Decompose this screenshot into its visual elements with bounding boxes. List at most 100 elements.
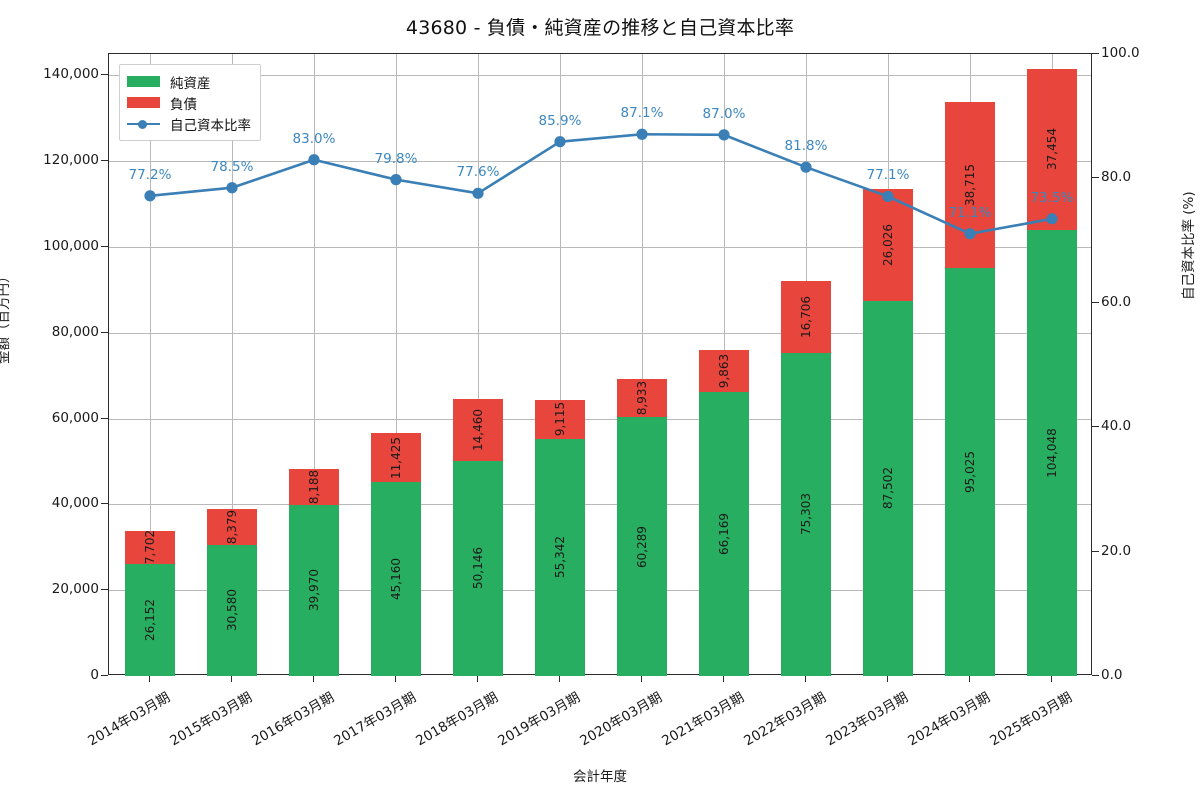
- x-axis-tick-mark: [477, 675, 478, 682]
- bar-segment-net-assets[interactable]: 26,152: [124, 563, 176, 676]
- bar-segment-net-assets[interactable]: 104,048: [1026, 229, 1078, 676]
- legend-line-marker-icon: [127, 118, 160, 129]
- bar-segment-net-assets[interactable]: 75,303: [780, 352, 832, 676]
- bar-segment-liabilities[interactable]: 26,026: [862, 189, 914, 301]
- bar-segment-liabilities[interactable]: 38,715: [944, 102, 996, 269]
- bar-segment-liabilities[interactable]: 16,706: [780, 281, 832, 353]
- legend-label-net-assets: 純資産: [170, 75, 211, 92]
- y-axis-right-tick-mark: [1092, 177, 1099, 179]
- bar-value-label: 14,460: [470, 408, 485, 451]
- y-axis-right-tick-mark: [1092, 301, 1099, 303]
- bar-value-label: 26,026: [880, 223, 895, 266]
- bar-value-label: 55,342: [552, 536, 567, 579]
- y-axis-left-tick-label: 80,000: [51, 323, 99, 340]
- y-axis-right-tick-mark: [1092, 675, 1099, 676]
- gridline-vertical: [560, 54, 561, 674]
- bar-value-label: 95,025: [962, 451, 977, 494]
- bar-segment-net-assets[interactable]: 66,169: [698, 392, 750, 676]
- gridline-vertical: [396, 54, 397, 674]
- chart-legend[interactable]: 純資産 負債 自己資本比率: [119, 64, 261, 141]
- ratio-data-label: 77.2%: [128, 166, 172, 183]
- legend-label-equity-ratio: 自己資本比率: [170, 117, 251, 134]
- bar-segment-net-assets[interactable]: 95,025: [944, 268, 996, 676]
- bar-segment-net-assets[interactable]: 87,502: [862, 300, 914, 676]
- y-axis-right-tick-mark: [1092, 550, 1099, 552]
- gridline-horizontal: [109, 418, 1091, 420]
- gridline-vertical: [150, 54, 151, 674]
- bar-value-label: 104,048: [1044, 428, 1059, 478]
- bar-segment-net-assets[interactable]: 30,580: [206, 544, 258, 676]
- bar-segment-liabilities[interactable]: 8,379: [206, 508, 258, 545]
- bar-value-label: 8,188: [306, 469, 321, 505]
- bar-value-label: 50,146: [470, 547, 485, 590]
- plot-area: 26,152 7,702 30,580 8,379 39,970 8,188 45,160 1…: [108, 53, 1092, 676]
- bar-value-label: 26,152: [142, 598, 157, 641]
- bar-value-label: 9,115: [552, 401, 567, 437]
- bar-segment-net-assets[interactable]: 55,342: [534, 438, 586, 676]
- bar-value-label: 66,169: [716, 513, 731, 556]
- y-axis-left-tick-label: 140,000: [43, 66, 99, 83]
- ratio-data-label: 77.6%: [456, 164, 500, 181]
- gridline-horizontal: [109, 332, 1091, 334]
- y-axis-right-tick-label: 20.0: [1101, 542, 1132, 559]
- bar-segment-liabilities[interactable]: 14,460: [452, 398, 504, 461]
- legend-item-liabilities[interactable]: 負債: [127, 92, 251, 113]
- bar-value-label: 45,160: [388, 558, 403, 601]
- bar-segment-liabilities[interactable]: 8,188: [288, 469, 340, 505]
- bar-value-label: 7,702: [142, 530, 157, 565]
- x-axis-tick-mark: [559, 675, 560, 682]
- y-axis-right-tick-label: 100.0: [1101, 45, 1140, 61]
- gridline-horizontal: [109, 504, 1091, 506]
- x-axis-tick-mark: [969, 675, 970, 682]
- gridline-horizontal: [109, 590, 1091, 592]
- bar-segment-liabilities[interactable]: 8,933: [616, 379, 668, 418]
- y-axis-right-label: 自己資本比率 (%): [1181, 191, 1197, 300]
- bar-segment-net-assets[interactable]: 50,146: [452, 460, 504, 676]
- bar-segment-net-assets[interactable]: 45,160: [370, 482, 422, 676]
- x-axis-tick-mark: [805, 675, 806, 682]
- bar-value-label: 38,715: [962, 164, 977, 207]
- chart-title: 43680 - 負債・純資産の推移と自己資本比率: [405, 17, 795, 39]
- y-axis-right-tick-mark: [1092, 426, 1099, 428]
- gridline-horizontal: [109, 75, 1091, 77]
- bar-value-label: 87,502: [880, 467, 895, 510]
- y-axis-left-tick-label: 40,000: [51, 495, 99, 512]
- ratio-data-label: 81.8%: [784, 138, 828, 155]
- bar-segment-net-assets[interactable]: 39,970: [288, 504, 340, 676]
- legend-item-equity-ratio[interactable]: 自己資本比率: [127, 113, 251, 134]
- bar-value-label: 8,933: [634, 381, 649, 416]
- legend-item-net-assets[interactable]: 純資産: [127, 71, 251, 92]
- x-axis-tick-mark: [723, 675, 724, 682]
- x-axis-tick-mark: [149, 675, 150, 682]
- y-axis-right-tick-mark: [1092, 53, 1099, 54]
- x-axis-tick-mark: [887, 675, 888, 682]
- ratio-data-label: 87.0%: [702, 105, 746, 122]
- ratio-data-label: 83.0%: [292, 130, 336, 147]
- bar-segment-liabilities[interactable]: 9,863: [698, 349, 750, 393]
- bar-segment-liabilities[interactable]: 11,425: [370, 433, 422, 483]
- x-axis-tick-mark: [313, 675, 314, 682]
- bar-value-label: 8,379: [224, 509, 239, 545]
- y-axis-left-tick-mark: [101, 417, 108, 419]
- gridline-vertical: [642, 54, 643, 674]
- gridline-vertical: [232, 54, 233, 674]
- ratio-line-path: [148, 132, 1054, 236]
- bar-segment-liabilities[interactable]: 9,115: [534, 399, 586, 439]
- ratio-data-label: 79.8%: [374, 150, 418, 167]
- y-axis-right-tick-label: 80.0: [1101, 169, 1132, 186]
- bar-segment-net-assets[interactable]: 60,289: [616, 417, 668, 676]
- bar-segment-liabilities[interactable]: 7,702: [124, 530, 176, 565]
- y-axis-left-tick-label: 0: [90, 667, 99, 683]
- y-axis-left-tick-mark: [101, 589, 108, 591]
- x-axis-tick-mark: [231, 675, 232, 682]
- y-axis-left-tick-mark: [101, 675, 108, 676]
- bar-value-label: 75,303: [798, 493, 813, 536]
- bar-value-label: 11,425: [388, 436, 403, 479]
- y-axis-left-tick-label: 20,000: [51, 581, 99, 598]
- y-axis-right-tick-label: 0.0: [1101, 667, 1123, 683]
- bar-value-label: 37,454: [1044, 128, 1059, 171]
- bar-value-label: 16,706: [798, 296, 813, 339]
- y-axis-left-label: 金額（百万円）: [0, 269, 12, 365]
- y-axis-left-tick-mark: [101, 503, 108, 505]
